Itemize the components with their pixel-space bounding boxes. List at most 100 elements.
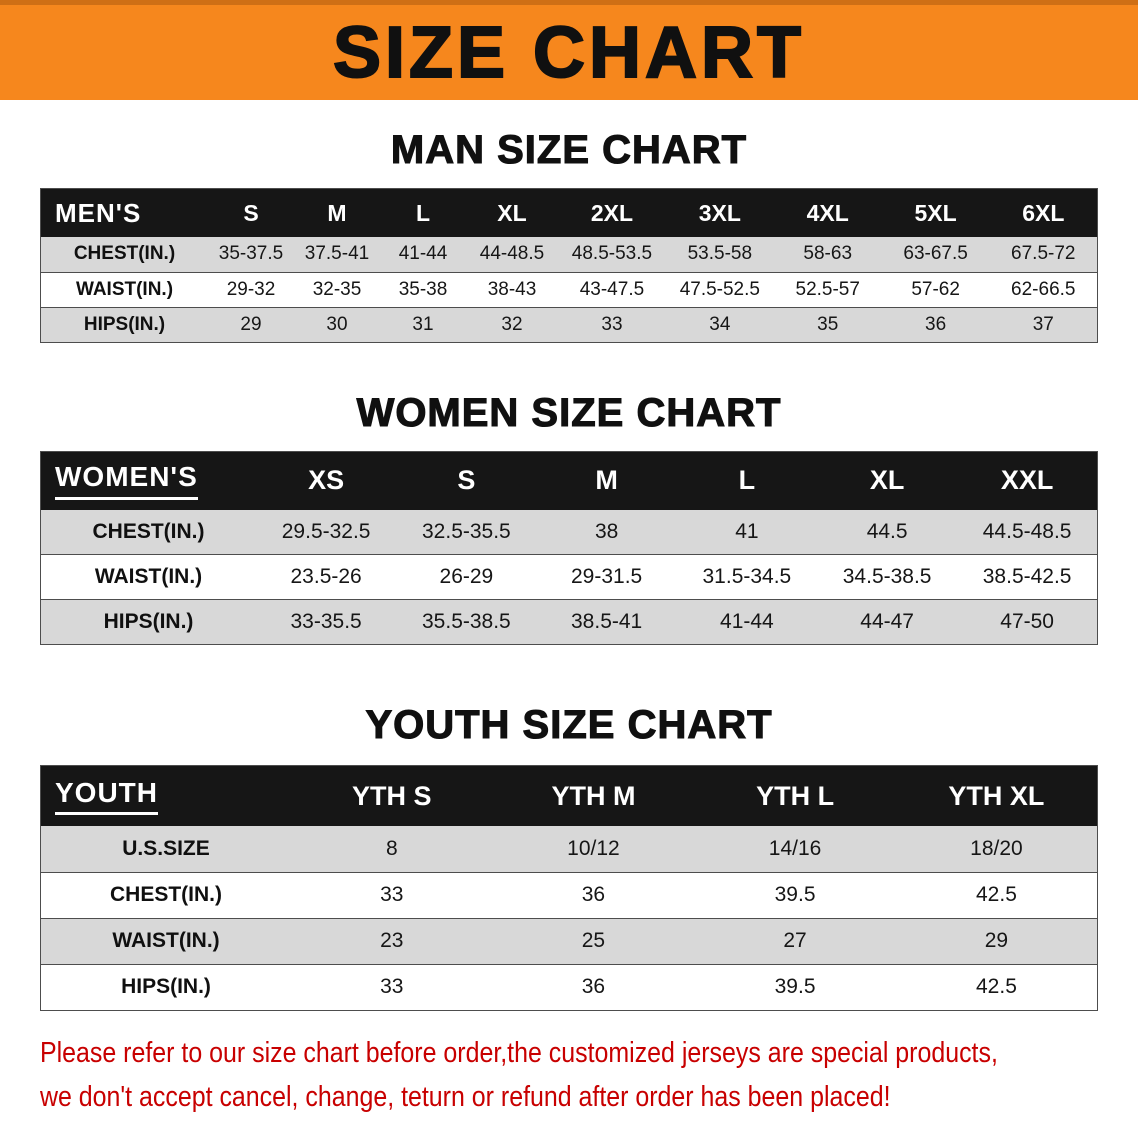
size-column-header: YTH S xyxy=(291,765,493,826)
group-label-text: MEN'S xyxy=(55,197,142,228)
size-column-header: S xyxy=(208,188,294,237)
size-value: 23.5-26 xyxy=(290,565,362,588)
size-value: 52.5-57 xyxy=(795,278,860,300)
size-value: 62-66.5 xyxy=(1011,278,1076,300)
column-header-text: 5XL xyxy=(914,199,957,226)
size-column-header: YTH L xyxy=(694,765,896,826)
size-value: 29 xyxy=(240,313,262,335)
size-value: 44-47 xyxy=(860,610,914,633)
column-header-text: XL xyxy=(497,199,527,226)
size-column-header: L xyxy=(676,451,817,510)
column-header-text: XS xyxy=(308,465,345,495)
size-column-header: 5XL xyxy=(881,188,990,237)
youth-size-table: YOUTH YTH S YTH M YTH L YTH XL U.S.SIZE 8 10/12… xyxy=(40,765,1098,1011)
row-label: CHEST(IN.) xyxy=(92,519,205,543)
banner: SIZE CHART xyxy=(0,0,1138,100)
size-column-header: M xyxy=(294,188,380,237)
size-value: 35-38 xyxy=(398,278,448,300)
men-section-heading: MAN SIZE CHART xyxy=(390,127,748,172)
youth-section-heading: YOUTH SIZE CHART xyxy=(365,702,773,747)
size-value: 38 xyxy=(594,519,619,543)
size-value: 34.5-38.5 xyxy=(842,565,932,588)
size-column-header: M xyxy=(536,451,677,510)
size-value: 44-48.5 xyxy=(479,243,545,265)
table-row: CHEST(IN.) 35-37.5 37.5-41 41-44 44-48.5 48.5… xyxy=(40,237,1098,272)
size-value: 18/20 xyxy=(970,836,1023,860)
size-value: 38-43 xyxy=(487,278,537,300)
size-column-header: 3XL xyxy=(665,188,774,237)
table-group-label: MEN'S xyxy=(40,188,208,237)
size-value: 41-44 xyxy=(398,243,448,265)
group-label-text: WOMEN'S xyxy=(55,461,198,500)
size-value: 34 xyxy=(709,313,731,335)
size-value: 33-35.5 xyxy=(290,610,362,633)
size-value: 47-50 xyxy=(1000,610,1054,633)
size-value: 38.5-41 xyxy=(571,610,643,633)
row-label: HIPS(IN.) xyxy=(121,975,211,998)
column-header-text: S xyxy=(457,465,476,495)
size-value: 44.5-48.5 xyxy=(982,519,1072,543)
table-header-row: MEN'S S M L XL 2XL 3XL 4XL 5XL 6XL xyxy=(40,188,1098,237)
size-value: 32.5-35.5 xyxy=(422,519,511,543)
column-header-text: XXL xyxy=(1000,465,1054,495)
size-value: 23 xyxy=(380,929,404,952)
men-size-section: MAN SIZE CHART MEN'S S M L XL 2XL 3XL 4XL 5XL 6XL… xyxy=(0,127,1138,343)
size-value: 42.5 xyxy=(976,883,1017,906)
size-column-header: 4XL xyxy=(773,188,882,237)
column-header-text: YTH L xyxy=(756,780,835,811)
size-value: 29-31.5 xyxy=(571,565,643,588)
row-label: WAIST(IN.) xyxy=(94,565,203,588)
page-title: SIZE CHART xyxy=(332,12,805,93)
column-header-text: M xyxy=(327,199,347,226)
size-column-header: L xyxy=(380,188,466,237)
table-row: HIPS(IN.) 33-35.5 35.5-38.5 38.5-41 41-44 44-… xyxy=(40,599,1098,645)
men-size-table: MEN'S S M L XL 2XL 3XL 4XL 5XL 6XL CHEST(IN.) 35-37… xyxy=(40,188,1098,343)
row-label: CHEST(IN.) xyxy=(73,243,176,265)
size-value: 57-62 xyxy=(911,278,960,300)
size-column-header: S xyxy=(396,451,537,510)
size-value: 29-32 xyxy=(226,278,276,300)
column-header-text: YTH M xyxy=(551,780,636,811)
size-value: 38.5-42.5 xyxy=(982,565,1072,588)
size-value: 29.5-32.5 xyxy=(281,519,371,543)
size-value: 32 xyxy=(501,313,523,335)
size-value: 35.5-38.5 xyxy=(422,610,511,633)
table-header-row: YOUTH YTH S YTH M YTH L YTH XL xyxy=(40,765,1098,826)
row-label: WAIST(IN.) xyxy=(112,929,220,952)
size-column-header: 6XL xyxy=(989,188,1098,237)
size-value: 10/12 xyxy=(567,836,620,860)
column-header-text: S xyxy=(243,199,259,226)
column-header-text: 3XL xyxy=(698,199,741,226)
size-column-header: YTH M xyxy=(492,765,695,826)
size-value: 39.5 xyxy=(774,975,816,998)
footer-note: Please refer to our size chart before or… xyxy=(40,1031,1138,1119)
group-label-text: YOUTH xyxy=(55,777,158,816)
size-value: 35 xyxy=(817,313,839,335)
table-row: HIPS(IN.) 29 30 31 32 33 34 35 36 37 xyxy=(40,307,1098,342)
row-label: U.S.SIZE xyxy=(122,836,210,860)
size-column-header: 2XL xyxy=(558,188,666,237)
column-header-text: YTH S xyxy=(352,780,432,811)
size-value: 41 xyxy=(735,519,759,543)
column-header-text: 2XL xyxy=(590,199,634,226)
table-row: CHEST(IN.) 33 36 39.5 42.5 xyxy=(40,872,1098,918)
table-row: WAIST(IN.) 23.5-26 26-29 29-31.5 31.5-34.5 34… xyxy=(40,554,1098,600)
row-label: HIPS(IN.) xyxy=(103,610,194,633)
size-value: 31 xyxy=(412,313,434,335)
size-column-header: XS xyxy=(256,451,397,510)
size-value: 31.5-34.5 xyxy=(702,565,792,588)
row-label: CHEST(IN.) xyxy=(110,883,222,906)
size-value: 30 xyxy=(326,313,348,335)
size-value: 33 xyxy=(601,313,623,335)
size-value: 48.5-53.5 xyxy=(571,243,653,265)
table-row: WAIST(IN.) 29-32 32-35 35-38 38-43 43-47.5 47.… xyxy=(40,272,1098,307)
size-value: 37 xyxy=(1032,313,1054,335)
row-label: WAIST(IN.) xyxy=(75,278,174,300)
column-header-text: M xyxy=(595,465,618,495)
size-value: 53.5-58 xyxy=(687,243,753,265)
size-value: 37.5-41 xyxy=(304,243,370,265)
youth-size-section: YOUTH SIZE CHART YOUTH YTH S YTH M YTH L YTH… xyxy=(0,702,1138,1011)
size-value: 8 xyxy=(385,836,398,860)
table-row: WAIST(IN.) 23 25 27 29 xyxy=(40,918,1098,964)
